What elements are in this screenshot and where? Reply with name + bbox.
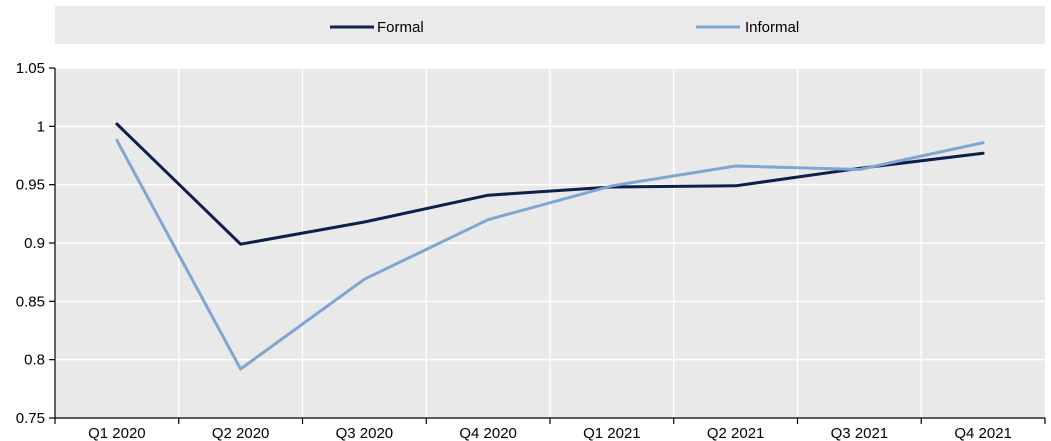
y-tick-label: 0.8 bbox=[24, 352, 45, 369]
x-tick-label: Q3 2021 bbox=[831, 425, 889, 441]
legend-label: Formal bbox=[377, 19, 424, 36]
legend-box bbox=[55, 6, 1045, 44]
y-tick-label: 0.95 bbox=[16, 177, 45, 194]
x-axis: Q1 2020 Q2 2020 Q3 2020 Q4 2020 Q1 2021 Q2 20… bbox=[54, 417, 1046, 441]
gridlines bbox=[55, 67, 1045, 418]
series-line-informal bbox=[115, 138, 985, 371]
x-tick-label: Q4 2021 bbox=[954, 425, 1012, 441]
x-tick-label: Q1 2020 bbox=[88, 425, 146, 441]
legend-item-informal: Informal bbox=[696, 19, 799, 36]
y-tick-label: 0.75 bbox=[16, 410, 45, 427]
series-lines bbox=[115, 122, 985, 371]
x-tick-label: Q4 2020 bbox=[459, 425, 517, 441]
y-tick-label: 0.9 bbox=[24, 235, 45, 252]
legend: Formal Informal bbox=[330, 19, 799, 36]
y-axis: 0.75 0.8 0.85 0.9 0.95 1 1.05 bbox=[16, 60, 56, 427]
x-tick-label: Q2 2021 bbox=[707, 425, 765, 441]
y-tick-label: 0.85 bbox=[16, 293, 45, 310]
x-tick-label: Q2 2020 bbox=[212, 425, 270, 441]
y-tick-label: 1.05 bbox=[16, 60, 45, 77]
x-tick-label: Q1 2021 bbox=[583, 425, 641, 441]
x-tick-label: Q3 2020 bbox=[336, 425, 394, 441]
series-line-formal bbox=[115, 122, 985, 246]
legend-label: Informal bbox=[745, 19, 799, 36]
y-tick-label: 1 bbox=[37, 118, 45, 135]
legend-item-formal: Formal bbox=[330, 19, 424, 36]
